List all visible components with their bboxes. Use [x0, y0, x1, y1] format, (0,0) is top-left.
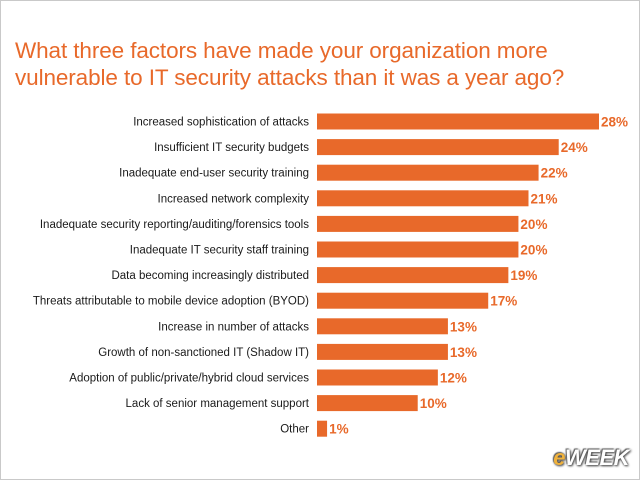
- category-label: Lack of senior management support: [126, 398, 310, 410]
- chart-title: What three factors have made your organi…: [15, 38, 565, 90]
- category-label: Adoption of public/private/hybrid cloud …: [69, 373, 309, 385]
- bar: [317, 292, 489, 309]
- value-label: 12%: [440, 371, 467, 386]
- category-label: Increased network complexity: [158, 193, 310, 205]
- value-label: 1%: [329, 422, 349, 437]
- bar: [317, 113, 599, 130]
- category-label: Other: [280, 424, 309, 436]
- value-label: 20%: [520, 217, 547, 232]
- value-label: 21%: [531, 191, 558, 206]
- bar: [317, 318, 448, 335]
- bar: [317, 343, 448, 360]
- category-label: Data becoming increasingly distributed: [111, 270, 309, 282]
- value-label: 22%: [541, 166, 568, 181]
- bar: [317, 215, 519, 232]
- value-label: 28%: [601, 115, 628, 130]
- category-label: Insufficient IT security budgets: [154, 142, 309, 154]
- bar: [317, 241, 519, 258]
- value-label: 17%: [490, 294, 517, 309]
- value-label: 24%: [561, 140, 588, 155]
- bar: [317, 267, 509, 284]
- category-label: Increased sophistication of attacks: [133, 117, 309, 129]
- bar: [317, 420, 328, 437]
- bar: [317, 395, 418, 412]
- bar: [317, 164, 539, 181]
- value-label: 13%: [450, 345, 477, 360]
- bar: [317, 369, 438, 386]
- category-label: Threats attributable to mobile device ad…: [33, 296, 309, 308]
- category-label: Inadequate IT security staff training: [130, 245, 309, 257]
- category-label: Increase in number of attacks: [158, 321, 309, 333]
- value-label: 20%: [520, 243, 547, 258]
- bar: [317, 190, 529, 207]
- value-label: 13%: [450, 319, 477, 334]
- value-label: 10%: [420, 396, 447, 411]
- value-label: 19%: [510, 268, 537, 283]
- category-label: Inadequate end-user security training: [119, 168, 309, 180]
- eweek-logo: eWEEK: [553, 445, 629, 470]
- bar: [317, 139, 559, 156]
- category-label: Growth of non-sanctioned IT (Shadow IT): [98, 347, 309, 359]
- category-label: Inadequate security reporting/auditing/f…: [40, 219, 309, 231]
